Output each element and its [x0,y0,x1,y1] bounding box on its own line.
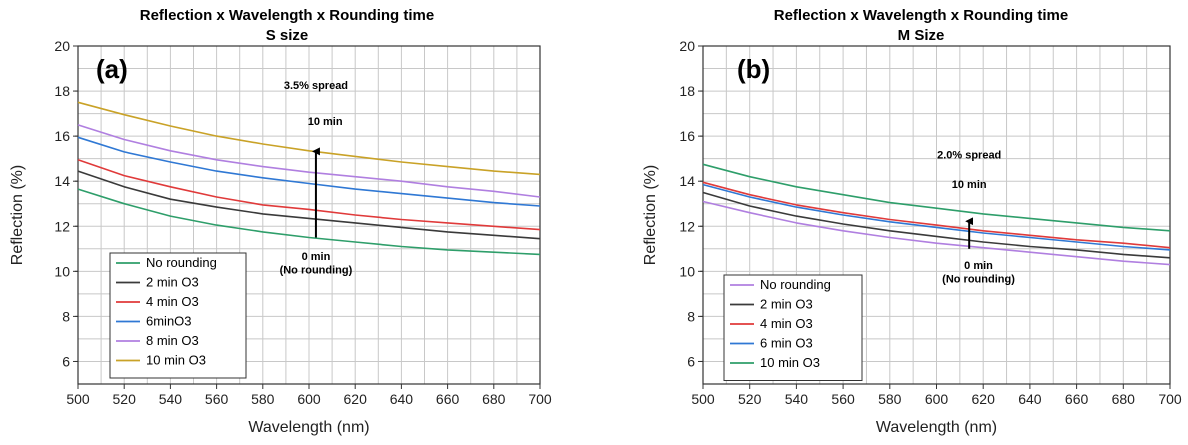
x-tick-label: 680 [482,391,506,407]
series-line-10-min-o3 [77,101,541,176]
x-tick-label: 560 [831,391,855,407]
y-tick-label: 16 [679,128,695,144]
arrow-bottom-sublabel: (No rounding) [280,265,353,277]
y-axis-label: Reflection (%) [9,165,26,265]
legend-entry: 10 min O3 [760,355,820,370]
arrow-bottom-label: 0 min [964,260,993,272]
legend-entry: 4 min O3 [146,294,199,309]
series-line-10-min-o3 [702,163,1171,232]
x-tick-label: 600 [925,391,949,407]
x-tick-label: 680 [1112,391,1136,407]
y-tick-label: 8 [62,308,70,324]
x-tick-label: 580 [251,391,275,407]
x-tick-label: 700 [1158,391,1182,407]
spread-annotation: 2.0% spread [937,150,1001,162]
spread-annotation: 3.5% spread [284,80,348,92]
y-tick-label: 18 [679,83,695,99]
legend-entry: 6minO3 [146,314,192,329]
legend-entry: 2 min O3 [760,297,813,312]
x-tick-label: 560 [205,391,229,407]
series-line-4-min-o3 [77,159,541,231]
y-tick-label: 20 [679,38,695,54]
y-tick-label: 10 [54,263,70,279]
y-tick-label: 12 [679,218,695,234]
y-tick-label: 6 [687,353,695,369]
series-line-6-min-o3 [702,183,1171,251]
y-tick-label: 14 [679,173,695,189]
x-tick-label: 700 [528,391,552,407]
arrow-bottom-label: 0 min [302,251,331,263]
x-tick-label: 640 [390,391,414,407]
legend-entry: 8 min O3 [146,333,199,348]
y-tick-label: 12 [54,218,70,234]
x-tick-label: 660 [436,391,460,407]
chart-subtitle: M Size [898,27,945,44]
x-tick-label: 660 [1065,391,1089,407]
chart-title: Reflection x Wavelength x Rounding time [140,7,434,24]
x-tick-label: 580 [878,391,902,407]
y-tick-label: 20 [54,38,70,54]
legend-entry: 4 min O3 [760,316,813,331]
y-tick-label: 6 [62,353,70,369]
x-tick-label: 520 [738,391,762,407]
arrow-top-label: 10 min [308,116,343,128]
legend-entry: No rounding [146,255,217,270]
chart-panel-a: Reflection x Wavelength x Rounding time S… [9,7,552,436]
x-tick-label: 540 [159,391,183,407]
x-tick-label: 620 [344,391,368,407]
y-tick-label: 10 [679,263,695,279]
x-tick-label: 620 [972,391,996,407]
y-tick-label: 14 [54,173,70,189]
series-line-no-rounding [702,200,1171,266]
y-tick-label: 16 [54,128,70,144]
x-tick-label: 600 [297,391,321,407]
panel-label: (a) [96,54,128,84]
series-line-2-min-o3 [77,170,541,240]
chart-title: Reflection x Wavelength x Rounding time [774,7,1068,24]
x-tick-label: 540 [785,391,809,407]
legend-entry: 6 min O3 [760,336,813,351]
legend-entry: 10 min O3 [146,353,206,368]
x-tick-label: 500 [66,391,90,407]
legend-entry: No rounding [760,277,831,292]
series-line-2-min-o3 [702,191,1171,259]
chart-panel-b: Reflection x Wavelength x Rounding time M… [642,7,1182,436]
chart-subtitle: S size [266,27,309,44]
panel-label: (b) [737,54,770,84]
series-line-4-min-o3 [702,181,1171,249]
legend-entry: 2 min O3 [146,275,199,290]
x-axis-label: Wavelength (nm) [248,419,369,436]
x-tick-label: 520 [113,391,137,407]
x-tick-label: 500 [691,391,715,407]
arrow-top-label: 10 min [952,179,987,191]
series-line-6mino3 [77,136,541,207]
series-line-no-rounding [77,188,541,256]
legend-box [109,252,247,379]
y-axis-label: Reflection (%) [642,165,659,265]
y-tick-label: 18 [54,83,70,99]
series-line-8-min-o3 [77,124,541,198]
y-tick-label: 8 [687,308,695,324]
arrow-bottom-sublabel: (No rounding) [942,274,1015,286]
x-axis-label: Wavelength (nm) [876,419,997,436]
x-tick-label: 640 [1018,391,1042,407]
